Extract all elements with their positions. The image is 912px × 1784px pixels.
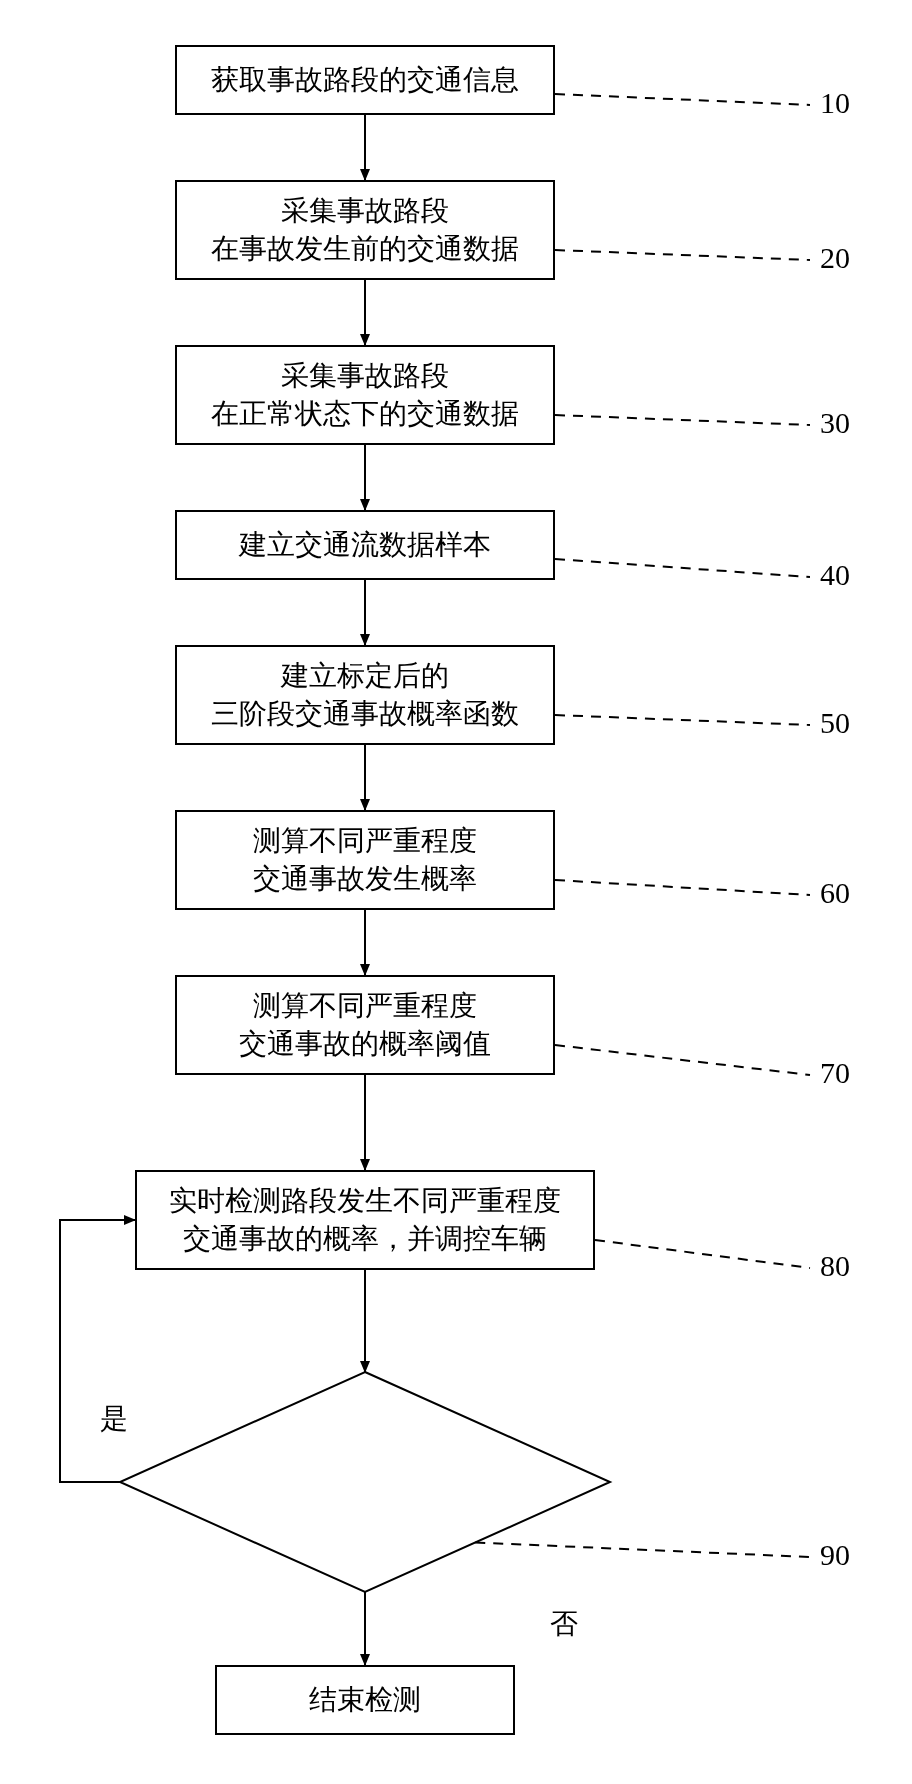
svg-line-11 xyxy=(555,415,810,425)
svg-line-13 xyxy=(555,715,810,725)
svg-line-9 xyxy=(555,94,810,105)
svg-line-16 xyxy=(595,1240,810,1268)
svg-line-17 xyxy=(475,1543,810,1558)
svg-line-10 xyxy=(555,250,810,260)
svg-line-14 xyxy=(555,880,810,895)
svg-line-12 xyxy=(555,559,810,577)
svg-line-15 xyxy=(555,1045,810,1075)
